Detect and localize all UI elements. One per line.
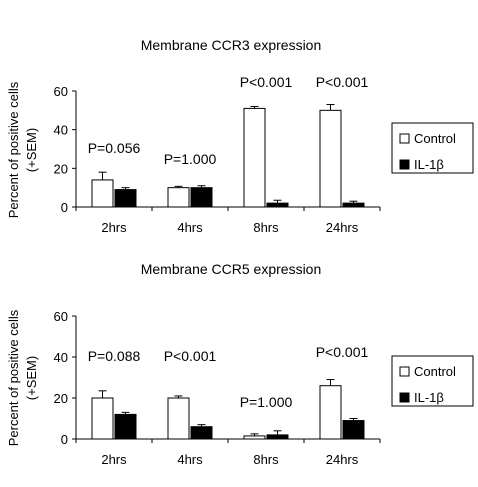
bar-control-24hrs	[319, 385, 342, 440]
bar-il1b-8hrs	[266, 434, 289, 440]
y-tick-label: 20	[54, 391, 68, 406]
x-tick-label: 8hrs	[253, 452, 279, 467]
x-tick-label: 4hrs	[177, 220, 203, 235]
bar-control-2hrs	[91, 397, 114, 440]
p-value-label: P<0.001	[316, 74, 369, 90]
legend-label: IL-1β	[414, 157, 444, 172]
p-value-label: P<0.001	[316, 344, 369, 360]
y-axis-label: Percent of positive cells	[6, 81, 21, 218]
bar-il1b-2hrs	[114, 413, 137, 440]
x-tick-label: 4hrs	[177, 452, 203, 467]
x-tick-label: 2hrs	[101, 220, 127, 235]
bar-control-4hrs	[167, 187, 190, 208]
y-axis-label-sem: (+SEM)	[24, 128, 39, 172]
chart-panel-1: Membrane CCR3 expression Percent of posit…	[6, 37, 474, 235]
bar-il1b-4hrs	[190, 426, 213, 440]
legend-swatch-il1b	[399, 392, 410, 403]
bar-control-4hrs	[167, 397, 190, 440]
legend-box	[391, 122, 474, 174]
legend-swatch-il1b	[399, 159, 410, 170]
p-value-label: P<0.001	[240, 74, 293, 90]
bar-control-2hrs	[91, 179, 114, 208]
bar-control-8hrs	[243, 435, 266, 440]
y-tick-label: 40	[54, 123, 68, 138]
y-tick-label: 0	[61, 200, 68, 215]
legend-swatch-control	[399, 366, 410, 377]
chart-title: Membrane CCR3 expression	[141, 37, 322, 53]
bar-il1b-4hrs	[190, 187, 213, 208]
x-tick-label: 24hrs	[326, 452, 359, 467]
p-value-label: P=1.000	[240, 394, 293, 410]
chart-title: Membrane CCR5 expression	[141, 261, 322, 277]
bar-il1b-8hrs	[266, 202, 289, 208]
bar-control-8hrs	[243, 107, 266, 208]
x-tick-label: 2hrs	[101, 452, 127, 467]
y-tick-label: 60	[54, 309, 68, 324]
chart-panel-2: Membrane CCR5 expression Percent of posit…	[6, 261, 474, 467]
p-value-label: P=0.056	[88, 140, 141, 156]
y-axis-label-sem: (+SEM)	[24, 356, 39, 400]
p-value-label: P=1.000	[164, 151, 217, 167]
y-tick-label: 20	[54, 161, 68, 176]
legend-label: Control	[414, 364, 456, 379]
y-tick-label: 60	[54, 84, 68, 99]
bar-il1b-2hrs	[114, 189, 137, 208]
bar-il1b-24hrs	[342, 202, 365, 208]
p-value-label: P=0.088	[88, 348, 141, 364]
y-axis-label: Percent of positive cells	[6, 309, 21, 446]
y-tick-label: 40	[54, 350, 68, 365]
legend-swatch-control	[399, 133, 410, 144]
bar-il1b-24hrs	[342, 420, 365, 440]
legend-label: IL-1β	[414, 390, 444, 405]
p-value-label: P<0.001	[164, 348, 217, 364]
y-tick-label: 0	[61, 432, 68, 447]
legend-label: Control	[414, 131, 456, 146]
x-tick-label: 8hrs	[253, 220, 279, 235]
x-tick-label: 24hrs	[326, 220, 359, 235]
bar-control-24hrs	[319, 109, 342, 208]
